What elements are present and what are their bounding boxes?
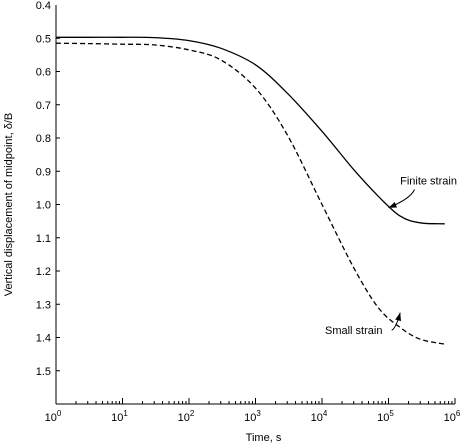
y-tick-label: 0.7 <box>36 100 51 112</box>
x-axis-title: Time, s <box>246 432 282 444</box>
y-tick-label: 1.3 <box>36 299 51 311</box>
y-ticks: 0.4 0.5 0.6 0.7 0.8 0.9 1.0 1.1 1.2 1.3 1.4 1.5 <box>36 0 60 378</box>
y-tick-label: 0.6 <box>36 67 51 79</box>
y-tick-label: 0.9 <box>36 166 51 178</box>
y-tick-label: 0.5 <box>36 33 51 45</box>
y-tick-label: 1.4 <box>36 333 51 345</box>
y-tick-label: 1.5 <box>36 366 51 378</box>
x-tick-label: 104 <box>311 409 328 424</box>
y-tick-label: 0.4 <box>36 0 51 12</box>
x-tick-label: 102 <box>178 409 195 424</box>
x-tick-exponent: 4 <box>323 409 328 418</box>
y-tick-label: 1.1 <box>36 233 51 245</box>
x-ticks: 100 101 102 103 104 105 106 <box>45 398 461 424</box>
annotation-arrowhead <box>395 312 401 322</box>
x-tick-label: 105 <box>377 409 394 424</box>
x-tick-label: 101 <box>111 409 128 424</box>
y-tick-label: 1.0 <box>36 200 51 212</box>
annotation-label: Small strain <box>325 325 382 337</box>
series-layer <box>55 36 445 345</box>
series-line-finite-strain <box>55 36 445 225</box>
annotations: Finite strain Small strain <box>325 176 457 338</box>
y-tick-label: 0.8 <box>36 133 51 145</box>
annotation-arrowhead <box>388 202 397 208</box>
x-tick-exponent: 5 <box>389 409 394 418</box>
x-tick-exponent: 6 <box>456 409 461 418</box>
x-tick-label: 106 <box>444 409 461 424</box>
annotation-label: Finite strain <box>400 176 457 188</box>
x-tick-exponent: 2 <box>190 409 195 418</box>
x-tick-exponent: 3 <box>256 409 261 418</box>
x-tick-exponent: 1 <box>123 409 128 418</box>
series-line-small-strain <box>55 42 445 345</box>
y-tick-label: 1.2 <box>36 266 51 278</box>
x-tick-exponent: 0 <box>57 409 62 418</box>
x-tick-label: 103 <box>244 409 261 424</box>
y-axis-title: Vertical displacement of midpoint, δ/B <box>3 113 15 296</box>
x-tick-label: 100 <box>45 409 62 424</box>
